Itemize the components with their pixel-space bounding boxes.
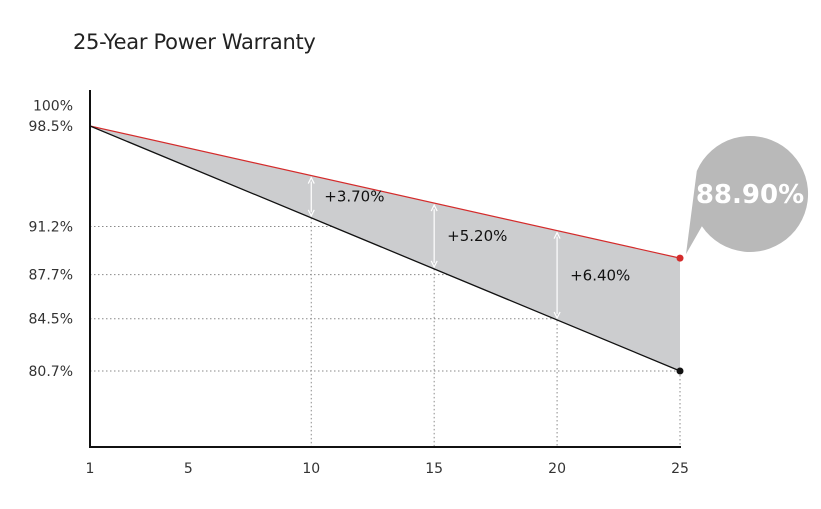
series-line-upper: [89, 125, 681, 259]
chart-title: 25-Year Power Warranty: [73, 30, 316, 54]
x-tick-label: 20: [548, 461, 566, 477]
callout-label: 88.90%: [696, 180, 804, 210]
series-line-lower: [89, 125, 681, 372]
y-tick-label: 84.5%: [29, 312, 73, 328]
callout-bubble: [686, 135, 809, 255]
upper-end-point: [676, 254, 684, 262]
y-tick-label: 91.2%: [29, 219, 73, 235]
gap-arrow-head-up: [553, 231, 561, 239]
lower-end-point: [676, 367, 684, 375]
grid-lines: [90, 217, 681, 447]
gap-label: +3.70%: [324, 188, 384, 206]
x-tick-label: 10: [302, 461, 320, 477]
gap-arrow-head-down: [553, 311, 561, 320]
y-tick-label: 98.5%: [29, 119, 73, 135]
x-tick-label: 1: [86, 461, 95, 477]
y-tick-label: 87.7%: [29, 268, 73, 284]
gap-labels: +3.70% +5.20% +6.40%: [324, 188, 630, 285]
y-tick-labels: 100% 98.5% 91.2% 87.7% 84.5% 80.7%: [29, 98, 73, 380]
x-tick-label: 25: [671, 461, 689, 477]
gap-arrow-head-up: [307, 176, 315, 184]
gap-label: +6.40%: [570, 266, 630, 284]
y-tick-label: 100%: [33, 98, 73, 114]
y-tick-label: 80.7%: [29, 364, 73, 380]
gap-arrows: [307, 176, 561, 320]
gap-arrow-head-down: [430, 260, 438, 269]
gap-arrow-head-up: [430, 203, 438, 212]
x-tick-labels: 1 5 10 15 20 25: [86, 461, 689, 477]
x-tick-label: 5: [184, 461, 193, 477]
gap-label: +5.20%: [447, 227, 507, 245]
gap-arrow-head-down: [307, 209, 315, 218]
x-tick-label: 15: [425, 461, 443, 477]
